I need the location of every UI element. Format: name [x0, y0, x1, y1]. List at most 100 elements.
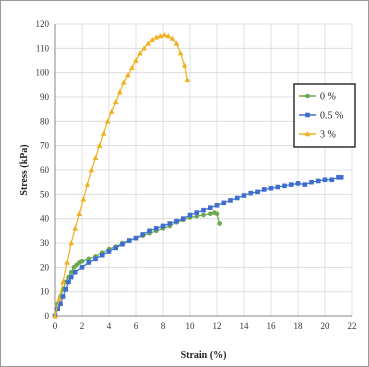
- y-tick-label: 40: [40, 214, 50, 224]
- data-point: [201, 207, 206, 213]
- data-point: [161, 31, 168, 38]
- series-line: [54, 34, 188, 317]
- y-tick-labels: 0 10 20 30 40 50 60 70 80 90 100 110 120: [36, 19, 50, 321]
- y-tick-label: 100: [36, 68, 50, 78]
- data-point: [336, 175, 341, 180]
- data-point: [84, 181, 91, 187]
- data-point: [117, 89, 123, 95]
- data-point: [55, 306, 60, 311]
- x-tick-label: 8: [161, 321, 166, 331]
- x-tick-label: 16: [267, 321, 277, 331]
- x-tick-label: 20: [321, 321, 331, 331]
- data-point: [121, 79, 127, 85]
- data-point: [93, 256, 98, 262]
- legend-item: 0.5 %: [299, 111, 343, 122]
- y-tick-label: 120: [36, 19, 50, 29]
- data-point: [282, 183, 287, 189]
- data-point: [100, 130, 107, 136]
- x-tick-label: 12: [213, 321, 222, 331]
- x-tick-label: 14: [240, 321, 250, 331]
- data-point: [108, 108, 115, 114]
- x-tick-label: 18: [294, 321, 304, 331]
- data-point: [184, 76, 191, 83]
- data-point: [96, 142, 103, 148]
- series-layer: [52, 31, 344, 319]
- data-point: [64, 259, 70, 265]
- data-point: [120, 241, 125, 247]
- data-point: [180, 216, 186, 221]
- legend: 0 % 0.5 % 3 %: [293, 83, 356, 148]
- legend-label: 3 %: [320, 130, 336, 141]
- data-point: [255, 189, 260, 195]
- x-tick-labels: 0 2 4 6 8 10 12 14 16 18 20 22: [53, 321, 357, 331]
- data-point: [52, 313, 58, 319]
- data-point: [160, 223, 166, 229]
- data-point: [104, 118, 111, 124]
- data-point: [194, 210, 200, 215]
- data-point: [214, 202, 220, 208]
- data-point: [80, 196, 87, 202]
- data-point: [315, 178, 321, 184]
- data-point: [241, 193, 247, 198]
- data-point: [72, 225, 79, 231]
- data-point: [275, 184, 281, 190]
- data-point: [174, 218, 179, 224]
- data-point: [214, 211, 220, 217]
- x-tick-label: 22: [348, 321, 357, 331]
- data-point: [99, 252, 105, 258]
- y-tick-label: 80: [40, 116, 50, 126]
- data-point: [167, 221, 173, 226]
- y-tick-label: 0: [45, 311, 50, 321]
- data-point: [234, 195, 240, 201]
- y-tick-label: 10: [40, 287, 50, 297]
- legend-item: 0 %: [299, 92, 336, 103]
- data-point: [201, 212, 206, 218]
- data-point: [309, 179, 314, 185]
- data-point: [92, 154, 99, 161]
- data-point: [187, 212, 193, 218]
- data-point: [268, 185, 274, 191]
- y-tick-label: 60: [40, 165, 50, 175]
- data-point: [79, 265, 85, 270]
- data-point: [329, 177, 335, 183]
- data-point: [58, 301, 63, 307]
- data-point: [165, 33, 172, 39]
- y-tick-label: 20: [40, 262, 50, 272]
- x-tick-label: 6: [134, 321, 139, 331]
- data-point: [228, 198, 233, 203]
- x-tick-label: 4: [107, 321, 112, 331]
- x-tick-label: 10: [186, 321, 196, 331]
- y-tick-label: 70: [40, 141, 50, 151]
- data-point: [153, 226, 159, 231]
- data-point: [60, 278, 66, 285]
- data-point: [149, 36, 155, 43]
- data-point: [68, 269, 74, 275]
- data-point: [207, 211, 213, 217]
- x-tick-label: 0: [53, 321, 58, 331]
- data-point: [194, 213, 200, 219]
- data-point: [60, 294, 66, 299]
- data-point: [126, 238, 132, 243]
- legend-label: 0 %: [320, 92, 336, 103]
- y-tick-label: 50: [40, 189, 50, 199]
- data-point: [141, 45, 147, 51]
- data-point: [145, 40, 151, 46]
- data-point: [133, 235, 139, 241]
- data-point: [295, 181, 301, 186]
- series-3: [52, 31, 191, 319]
- data-point: [86, 256, 92, 262]
- x-tick-label: 2: [80, 321, 85, 331]
- y-axis-title: Stress (kPa): [19, 144, 30, 195]
- data-point: [207, 205, 213, 211]
- data-point: [288, 182, 294, 187]
- legend-label: 0.5 %: [320, 111, 343, 122]
- data-point: [221, 200, 227, 206]
- data-point: [68, 274, 74, 280]
- legend-swatch-marker: [305, 93, 310, 99]
- axes: [54, 24, 352, 317]
- data-point: [88, 167, 95, 173]
- data-point: [112, 98, 119, 105]
- y-tick-label: 30: [40, 238, 50, 248]
